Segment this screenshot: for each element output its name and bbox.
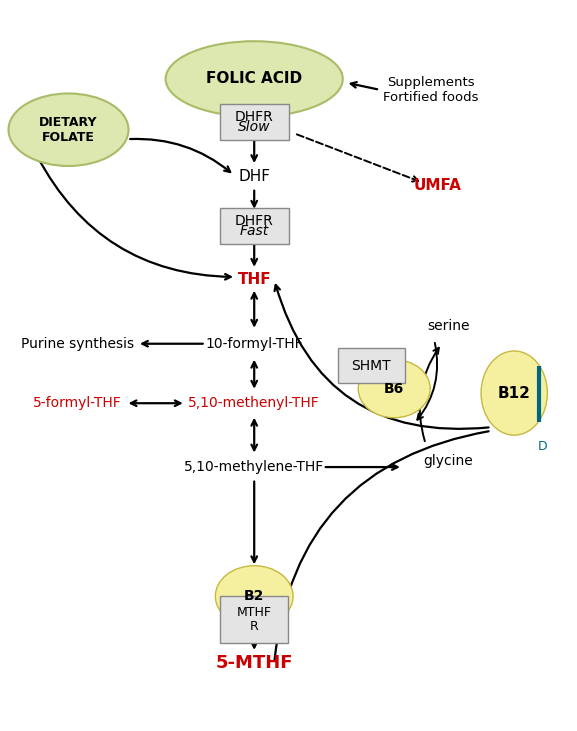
Text: UMFA: UMFA bbox=[413, 178, 461, 193]
Text: 5,10-methenyl-THF: 5,10-methenyl-THF bbox=[188, 396, 320, 410]
Ellipse shape bbox=[481, 351, 548, 435]
Text: 5-MTHF: 5-MTHF bbox=[215, 654, 293, 672]
Text: MTHF: MTHF bbox=[237, 606, 272, 618]
Text: serine: serine bbox=[427, 319, 470, 333]
Text: SHMT: SHMT bbox=[351, 358, 391, 373]
Text: R: R bbox=[250, 620, 258, 633]
Text: Slow: Slow bbox=[238, 120, 271, 134]
Text: 10-formyl-THF: 10-formyl-THF bbox=[205, 337, 303, 351]
Text: B12: B12 bbox=[498, 385, 531, 401]
Text: DIETARY
FOLATE: DIETARY FOLATE bbox=[39, 115, 98, 144]
Text: 5,10-methylene-THF: 5,10-methylene-THF bbox=[184, 460, 324, 474]
Text: glycine: glycine bbox=[424, 454, 473, 469]
Ellipse shape bbox=[9, 94, 129, 166]
Text: DHF: DHF bbox=[238, 170, 270, 184]
Text: B6: B6 bbox=[384, 382, 404, 395]
FancyBboxPatch shape bbox=[220, 208, 288, 244]
Text: FOLIC ACID: FOLIC ACID bbox=[206, 72, 302, 86]
Text: 5-formyl-THF: 5-formyl-THF bbox=[33, 396, 121, 410]
Text: B2: B2 bbox=[244, 589, 264, 603]
Text: Fast: Fast bbox=[239, 224, 269, 238]
Ellipse shape bbox=[358, 360, 430, 417]
Text: DHFR: DHFR bbox=[235, 110, 273, 124]
Text: DHFR: DHFR bbox=[235, 214, 273, 228]
Text: THF: THF bbox=[237, 273, 271, 287]
Text: Supplements
Fortified foods: Supplements Fortified foods bbox=[383, 76, 478, 104]
Ellipse shape bbox=[215, 566, 293, 626]
FancyBboxPatch shape bbox=[338, 348, 405, 383]
FancyBboxPatch shape bbox=[220, 104, 288, 140]
Ellipse shape bbox=[166, 41, 343, 117]
Text: Purine synthesis: Purine synthesis bbox=[21, 337, 134, 351]
FancyBboxPatch shape bbox=[220, 596, 288, 643]
Text: D: D bbox=[538, 440, 548, 453]
